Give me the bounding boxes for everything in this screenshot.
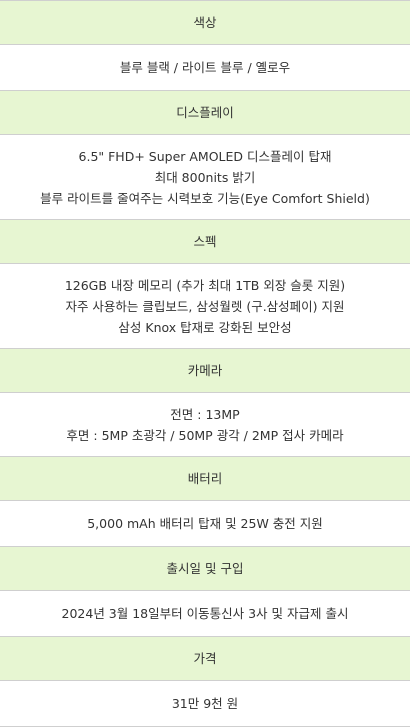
- display-heading: 디스플레이: [176, 105, 234, 120]
- display-heading-row: 디스플레이: [0, 91, 410, 135]
- display-line: 6.5" FHD+ Super AMOLED 디스플레이 탑재: [78, 148, 332, 164]
- battery-value-row: 5,000 mAh 배터리 탑재 및 25W 충전 지원: [0, 501, 410, 547]
- color-value-row: 블루 블랙 / 라이트 블루 / 옐로우: [0, 45, 410, 91]
- camera-heading-row: 카메라: [0, 349, 410, 393]
- battery-value: 5,000 mAh 배터리 탑재 및 25W 충전 지원: [87, 516, 323, 531]
- camera-heading: 카메라: [187, 363, 223, 378]
- release-heading: 출시일 및 구입: [166, 561, 244, 576]
- camera-value-row: 전면 : 13MP 후면 : 5MP 초광각 / 50MP 광각 / 2MP 접…: [0, 393, 410, 457]
- battery-heading: 배터리: [187, 471, 223, 486]
- price-heading-row: 가격: [0, 637, 410, 681]
- release-value-row: 2024년 3월 18일부터 이동통신사 3사 및 자급제 출시: [0, 591, 410, 637]
- spec-line: 삼성 Knox 탑재로 강화된 보안성: [118, 319, 292, 335]
- spec-line: 126GB 내장 메모리 (추가 최대 1TB 외장 슬롯 지원): [64, 277, 346, 293]
- color-heading-row: 색상: [0, 1, 410, 45]
- display-line: 블루 라이트를 줄여주는 시력보호 기능(Eye Comfort Shield): [40, 190, 370, 206]
- spec-value-row: 126GB 내장 메모리 (추가 최대 1TB 외장 슬롯 지원) 자주 사용하…: [0, 264, 410, 349]
- price-heading: 가격: [193, 651, 217, 666]
- display-value-row: 6.5" FHD+ Super AMOLED 디스플레이 탑재 최대 800ni…: [0, 135, 410, 220]
- color-value: 블루 블랙 / 라이트 블루 / 옐로우: [119, 60, 291, 75]
- spec-line: 자주 사용하는 클립보드, 삼성월렛 (구.삼성페이) 지원: [65, 298, 345, 314]
- battery-heading-row: 배터리: [0, 457, 410, 501]
- price-value: 31만 9천 원: [171, 696, 239, 711]
- color-heading: 색상: [193, 15, 217, 30]
- price-value-row: 31만 9천 원: [0, 681, 410, 727]
- display-line: 최대 800nits 밝기: [154, 169, 256, 185]
- release-value: 2024년 3월 18일부터 이동통신사 3사 및 자급제 출시: [61, 606, 349, 621]
- release-heading-row: 출시일 및 구입: [0, 547, 410, 591]
- camera-line: 전면 : 13MP: [170, 406, 240, 422]
- camera-line: 후면 : 5MP 초광각 / 50MP 광각 / 2MP 접사 카메라: [66, 427, 344, 443]
- spec-heading-row: 스펙: [0, 220, 410, 264]
- spec-heading: 스펙: [193, 234, 217, 249]
